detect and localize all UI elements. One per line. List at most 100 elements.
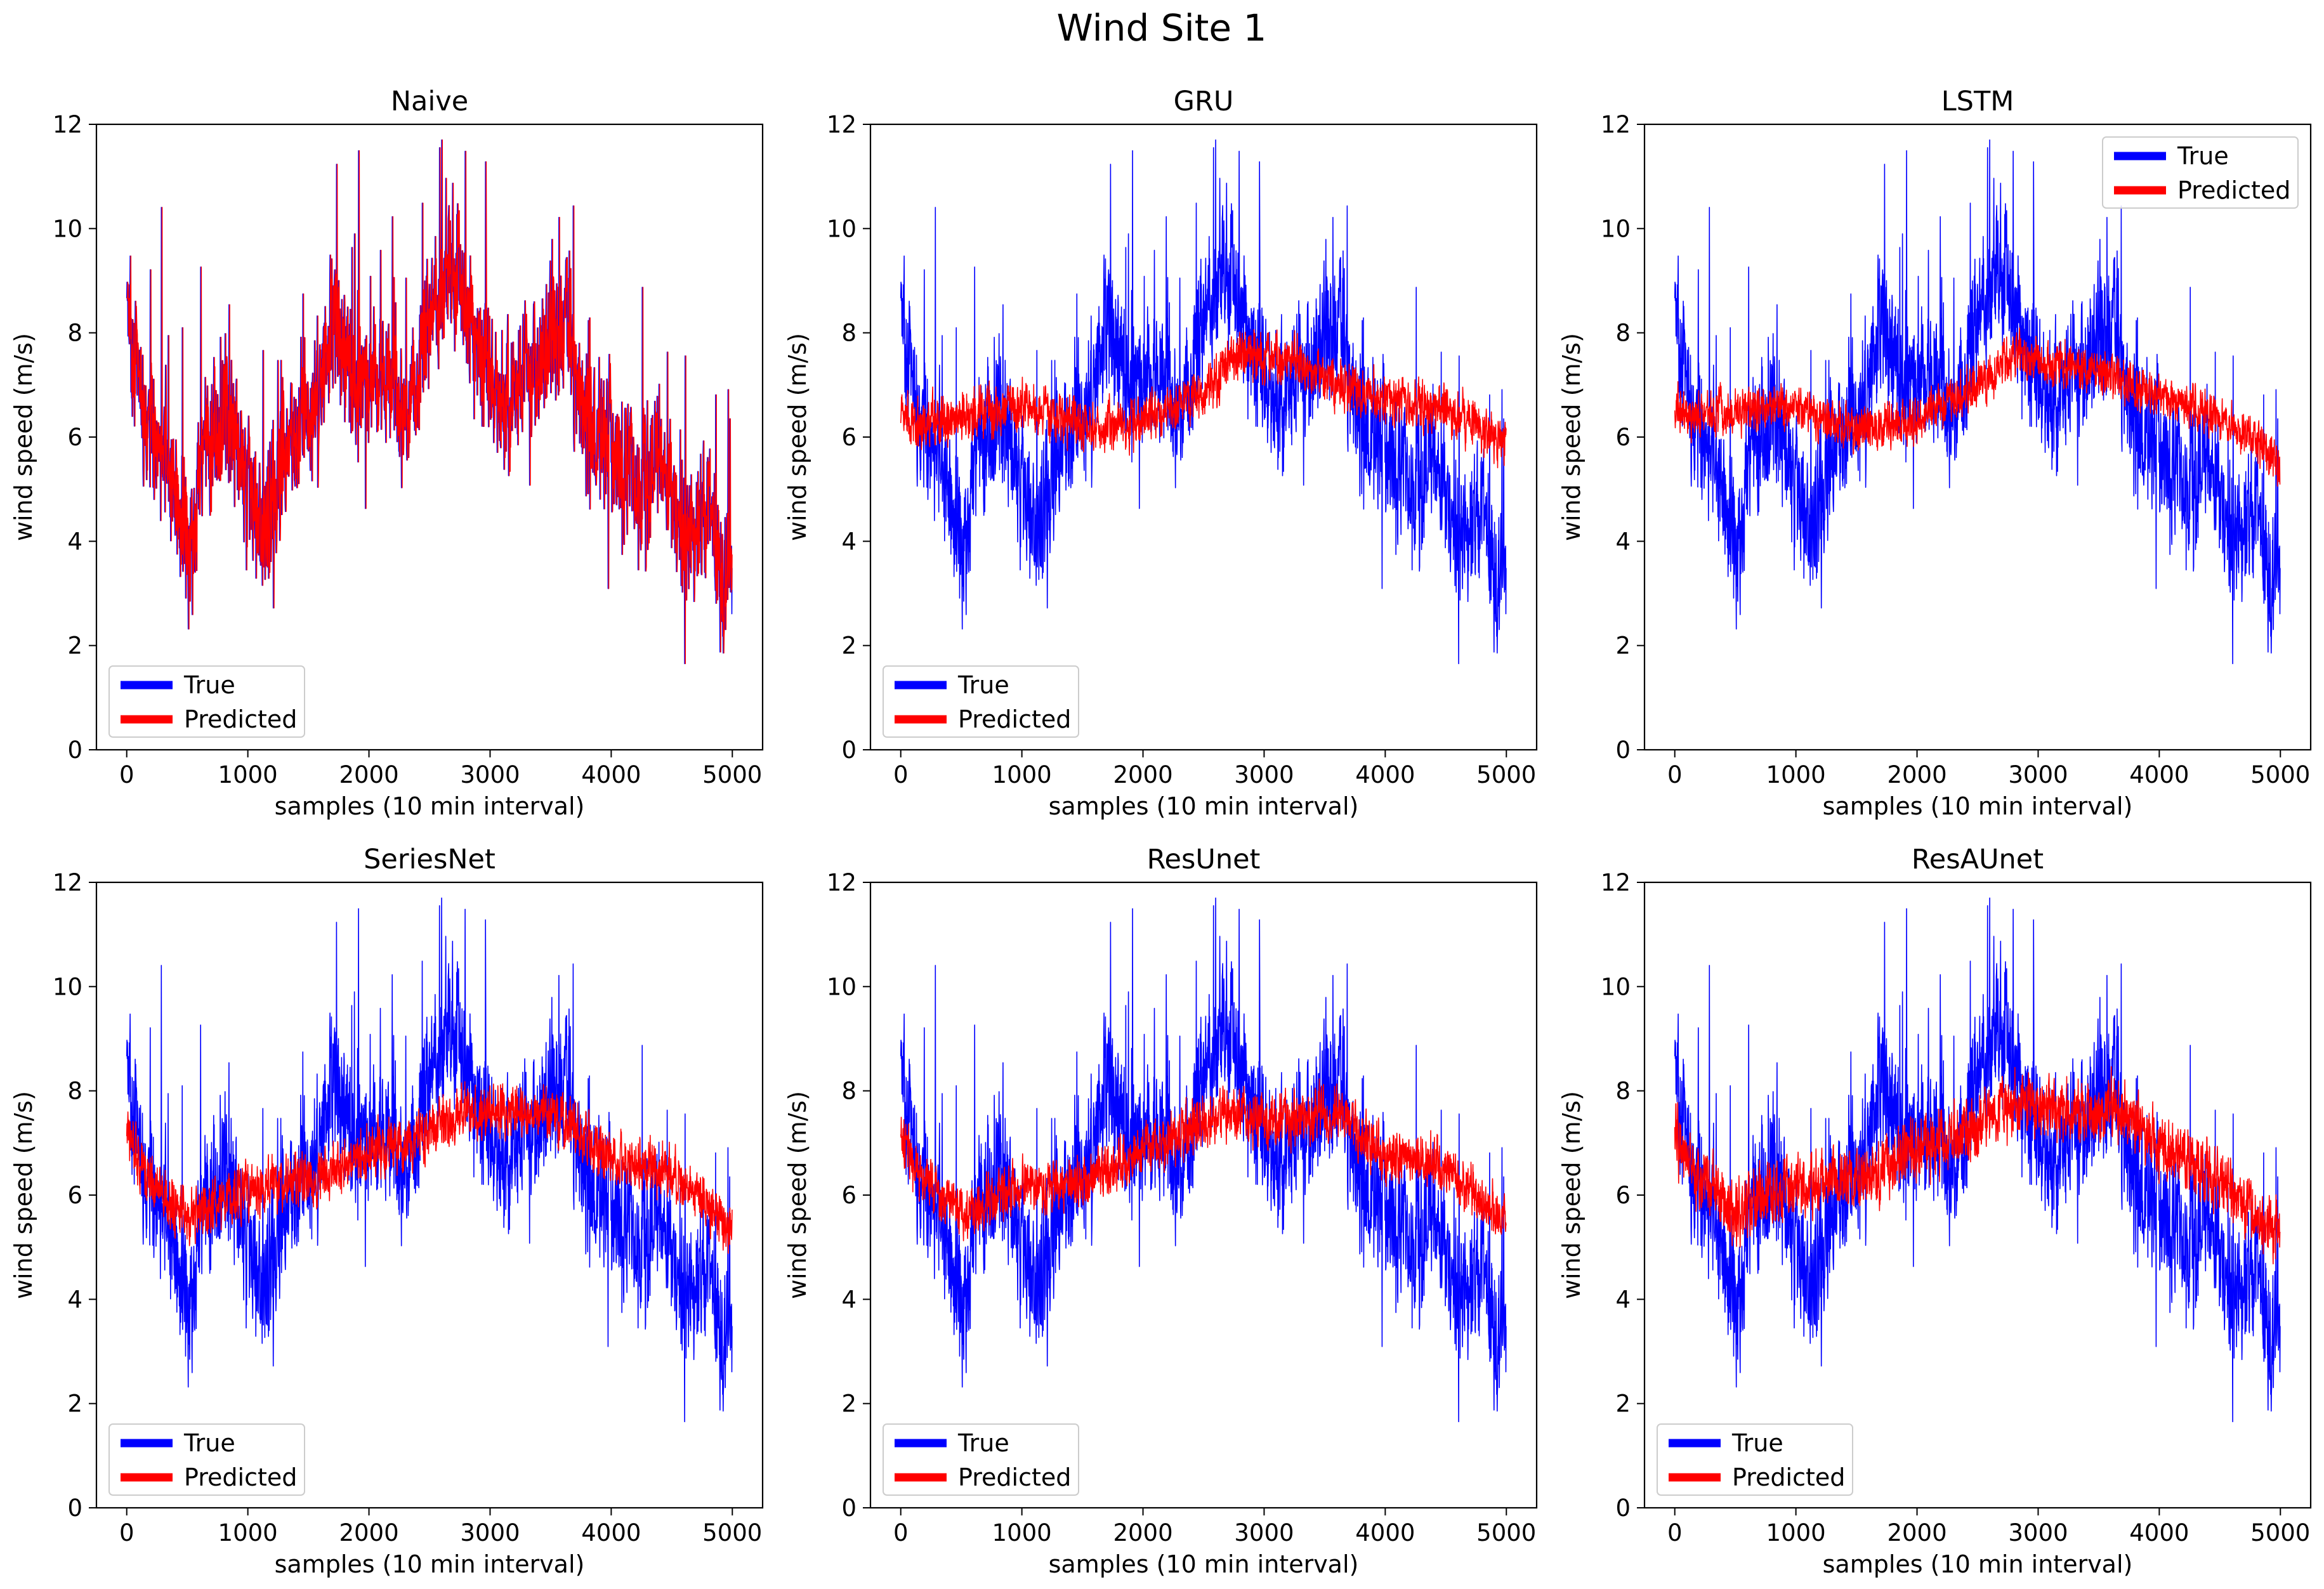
y-axis-label: wind speed (m/s): [1558, 1091, 1585, 1299]
x-tick-label: 2000: [339, 1519, 398, 1546]
series-line-predicted: [900, 329, 1507, 469]
panel-title: SeriesNet: [364, 844, 496, 875]
y-tick-label: 6: [841, 424, 857, 451]
x-tick-label: 5000: [702, 761, 762, 788]
x-tick-label: 3000: [460, 761, 520, 788]
x-tick-label: 4000: [1355, 761, 1415, 788]
series-line-predicted: [126, 1081, 733, 1254]
y-tick-label: 0: [841, 1494, 857, 1522]
y-tick-label: 4: [67, 528, 82, 555]
y-tick-label: 12: [1601, 111, 1631, 138]
y-tick-label: 10: [827, 973, 857, 1000]
x-tick-label: 3000: [2008, 1519, 2068, 1546]
x-tick-label: 1000: [1766, 1519, 1826, 1546]
x-tick-label: 1000: [218, 761, 278, 788]
x-axis-label: samples (10 min interval): [275, 1550, 585, 1578]
x-tick-label: 2000: [1887, 1519, 1947, 1546]
panel-title: GRU: [1174, 86, 1234, 117]
y-tick-label: 0: [1615, 1494, 1631, 1522]
legend-label-predicted: Predicted: [2177, 176, 2290, 204]
y-tick-label: 4: [841, 528, 857, 555]
y-tick-label: 6: [841, 1182, 857, 1209]
y-tick-label: 12: [827, 111, 857, 138]
series-group: [900, 897, 1507, 1422]
x-tick-label: 5000: [2250, 761, 2310, 788]
legend: True Predicted: [2102, 136, 2299, 209]
legend-label-true: True: [183, 1429, 235, 1457]
series-group: [126, 139, 733, 664]
series-line-predicted: [900, 1078, 1507, 1241]
y-tick-label: 12: [827, 869, 857, 896]
axes-frame: [869, 881, 1538, 1509]
series-line-true: [126, 897, 733, 1422]
y-axis-label: wind speed (m/s): [10, 333, 37, 541]
series-group: [900, 139, 1507, 664]
x-tick-label: 0: [893, 761, 909, 788]
y-tick-label: 8: [67, 320, 82, 347]
y-tick-label: 4: [1615, 1286, 1631, 1313]
legend-label-true: True: [957, 1429, 1009, 1457]
legend-label-predicted: Predicted: [184, 705, 297, 733]
y-tick-label: 10: [1601, 215, 1631, 242]
x-tick-label: 2000: [1113, 1519, 1172, 1546]
chart-panel-4: ResUnet 0 1000 2000 3000 4000 5000 0 2 4 6 8 10 12 sam…: [784, 844, 1538, 1578]
axes-frame: [869, 123, 1538, 751]
x-tick-label: 1000: [992, 1519, 1052, 1546]
x-tick-label: 2000: [339, 761, 398, 788]
y-tick-label: 12: [1601, 869, 1631, 896]
legend-label-true: True: [957, 671, 1009, 699]
y-tick-label: 2: [1615, 632, 1631, 660]
y-tick-label: 4: [1615, 528, 1631, 555]
legend: True Predicted: [883, 1423, 1079, 1496]
y-tick-label: 8: [1615, 1078, 1631, 1105]
figure-title: Wind Site 1: [1057, 6, 1267, 49]
x-tick-label: 2000: [1113, 761, 1172, 788]
y-tick-label: 8: [841, 320, 857, 347]
legend-label-true: True: [1731, 1429, 1783, 1457]
y-tick-label: 6: [1615, 1182, 1631, 1209]
x-tick-label: 5000: [1476, 1519, 1536, 1546]
y-tick-label: 8: [1615, 320, 1631, 347]
y-axis-label: wind speed (m/s): [784, 333, 811, 541]
y-tick-label: 4: [67, 1286, 82, 1313]
series-line-true: [126, 139, 733, 664]
legend-label-predicted: Predicted: [958, 705, 1071, 733]
panel-title: Naive: [391, 86, 468, 117]
series-line-true: [1674, 139, 2281, 664]
x-tick-label: 1000: [218, 1519, 278, 1546]
x-tick-label: 1000: [992, 761, 1052, 788]
x-tick-label: 3000: [1234, 1519, 1294, 1546]
axes-frame: [1643, 123, 2312, 751]
legend-label-true: True: [183, 671, 235, 699]
y-tick-label: 2: [841, 632, 857, 660]
y-tick-label: 10: [53, 215, 82, 242]
x-tick-label: 4000: [2129, 1519, 2189, 1546]
legend-label-predicted: Predicted: [1732, 1463, 1845, 1491]
series-group: [1674, 139, 2281, 664]
x-tick-label: 4000: [1355, 1519, 1415, 1546]
legend-label-predicted: Predicted: [958, 1463, 1071, 1491]
x-tick-label: 5000: [2250, 1519, 2310, 1546]
y-axis-label: wind speed (m/s): [1558, 333, 1585, 541]
x-tick-label: 0: [1667, 761, 1683, 788]
x-tick-label: 0: [119, 1519, 135, 1546]
series-group: [126, 897, 733, 1422]
y-axis-label: wind speed (m/s): [784, 1091, 811, 1299]
x-axis-label: samples (10 min interval): [1049, 792, 1359, 820]
x-tick-label: 0: [893, 1519, 909, 1546]
x-tick-label: 4000: [2129, 761, 2189, 788]
y-tick-label: 6: [67, 424, 82, 451]
y-tick-label: 2: [67, 1390, 82, 1418]
y-tick-label: 6: [1615, 424, 1631, 451]
panel-title: ResUnet: [1147, 844, 1261, 875]
x-tick-label: 2000: [1887, 761, 1947, 788]
legend: True Predicted: [883, 665, 1079, 738]
chart-panel-2: LSTM 0 1000 2000 3000 4000 5000 0 2 4 6 8 10 12 sample…: [1558, 86, 2312, 820]
y-tick-label: 8: [841, 1078, 857, 1105]
x-axis-label: samples (10 min interval): [1049, 1550, 1359, 1578]
panel-title: LSTM: [1941, 86, 2014, 117]
x-tick-label: 3000: [2008, 761, 2068, 788]
y-tick-label: 0: [67, 736, 82, 764]
